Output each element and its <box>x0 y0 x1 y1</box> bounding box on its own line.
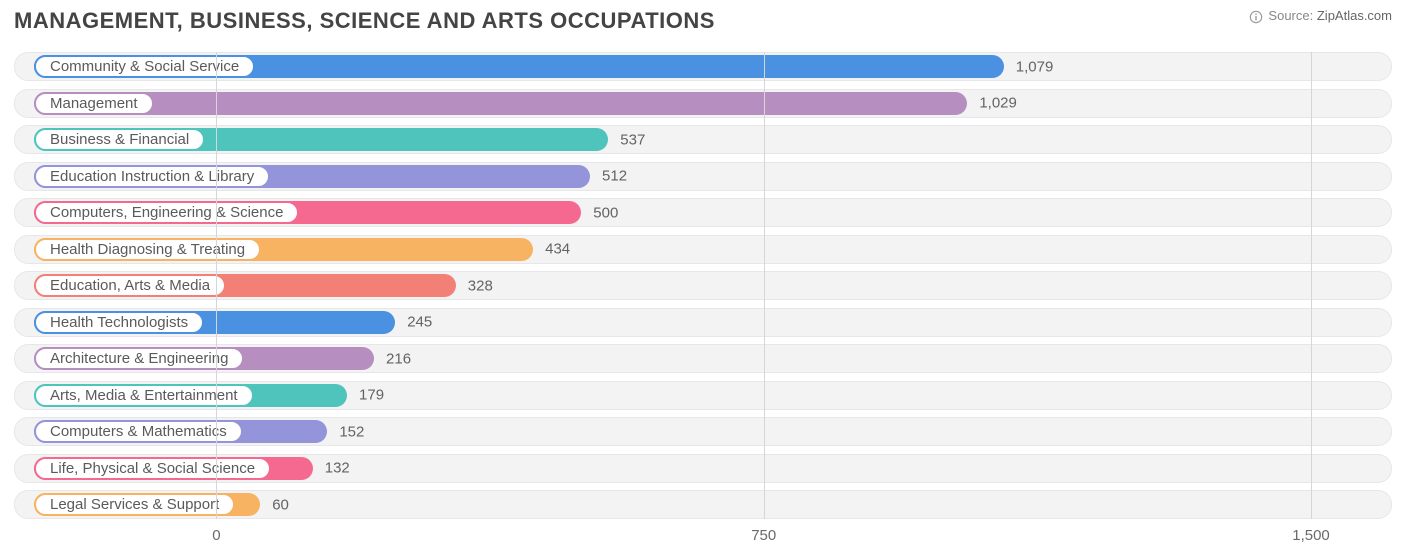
category-pill: Community & Social Service <box>34 55 255 78</box>
bar-value-label: 500 <box>593 204 618 221</box>
bar-row: 179 Arts, Media & Entertainment <box>14 381 1392 410</box>
category-label: Education Instruction & Library <box>50 168 254 185</box>
category-pill: Computers & Mathematics <box>34 420 243 443</box>
bar-row: 152 Computers & Mathematics <box>14 417 1392 446</box>
bar-row: 537 Business & Financial <box>14 125 1392 154</box>
plot-zone: 537 <box>34 128 1384 151</box>
bar-value-label: 216 <box>386 350 411 367</box>
category-pill: Education Instruction & Library <box>34 165 270 188</box>
category-label: Health Diagnosing & Treating <box>50 241 245 258</box>
category-pill: Arts, Media & Entertainment <box>34 384 254 407</box>
category-pill: Health Diagnosing & Treating <box>34 238 261 261</box>
bar-row: 1,029 Management <box>14 89 1392 118</box>
source-label: Source: <box>1268 8 1313 23</box>
bar-value-label: 179 <box>359 387 384 404</box>
category-label: Health Technologists <box>50 314 188 331</box>
bar-value-label: 512 <box>602 168 627 185</box>
category-pill: Life, Physical & Social Science <box>34 457 271 480</box>
bar-value-label: 245 <box>407 314 432 331</box>
category-label: Education, Arts & Media <box>50 277 210 294</box>
info-icon <box>1249 10 1263 24</box>
category-pill: Management <box>34 92 154 115</box>
category-label: Business & Financial <box>50 131 189 148</box>
chart-area: 1,079 Community & Social Service 1,029 Mana… <box>14 52 1392 519</box>
plot-zone: 60 <box>34 493 1384 516</box>
plot-zone: 1,029 <box>34 92 1384 115</box>
bar-value-label: 132 <box>325 460 350 477</box>
category-pill: Legal Services & Support <box>34 493 235 516</box>
axis-tick-label: 1,500 <box>1292 527 1330 544</box>
category-label: Community & Social Service <box>50 58 239 75</box>
category-label: Management <box>50 95 138 112</box>
category-pill: Health Technologists <box>34 311 204 334</box>
bar-value-label: 537 <box>620 131 645 148</box>
bar-value-label: 60 <box>272 496 289 513</box>
bar-row: 60 Legal Services & Support <box>14 490 1392 519</box>
category-pill: Architecture & Engineering <box>34 347 244 370</box>
header: MANAGEMENT, BUSINESS, SCIENCE AND ARTS O… <box>14 8 1392 34</box>
category-pill: Business & Financial <box>34 128 205 151</box>
category-label: Computers, Engineering & Science <box>50 204 283 221</box>
bar-fill <box>34 92 967 115</box>
bar-row: 245 Health Technologists <box>14 308 1392 337</box>
axis-tick-label: 750 <box>751 527 776 544</box>
bar-value-label: 328 <box>468 277 493 294</box>
chart-container: MANAGEMENT, BUSINESS, SCIENCE AND ARTS O… <box>0 0 1406 558</box>
bar-row: 216 Architecture & Engineering <box>14 344 1392 373</box>
bar-value-label: 1,079 <box>1016 58 1054 75</box>
bar-row: 434 Health Diagnosing & Treating <box>14 235 1392 264</box>
category-label: Arts, Media & Entertainment <box>50 387 238 404</box>
bar-value-label: 1,029 <box>979 95 1017 112</box>
x-axis: 0 750 1,500 <box>14 527 1392 551</box>
plot-zone: 245 <box>34 311 1384 334</box>
category-label: Computers & Mathematics <box>50 423 227 440</box>
axis-tick-label: 0 <box>212 527 220 544</box>
bar-value-label: 152 <box>339 423 364 440</box>
bar-row: 1,079 Community & Social Service <box>14 52 1392 81</box>
plot-zone: 328 <box>34 274 1384 297</box>
page-title: MANAGEMENT, BUSINESS, SCIENCE AND ARTS O… <box>14 8 715 34</box>
source-name: ZipAtlas.com <box>1317 8 1392 23</box>
bar-value-label: 434 <box>545 241 570 258</box>
bar-row: 328 Education, Arts & Media <box>14 271 1392 300</box>
category-pill: Education, Arts & Media <box>34 274 226 297</box>
bar-row: 500 Computers, Engineering & Science <box>14 198 1392 227</box>
category-label: Life, Physical & Social Science <box>50 460 255 477</box>
source-attribution: Source: ZipAtlas.com <box>1249 8 1392 24</box>
bar-row: 512 Education Instruction & Library <box>14 162 1392 191</box>
category-pill: Computers, Engineering & Science <box>34 201 299 224</box>
category-label: Legal Services & Support <box>50 496 219 513</box>
category-label: Architecture & Engineering <box>50 350 228 367</box>
bar-row: 132 Life, Physical & Social Science <box>14 454 1392 483</box>
